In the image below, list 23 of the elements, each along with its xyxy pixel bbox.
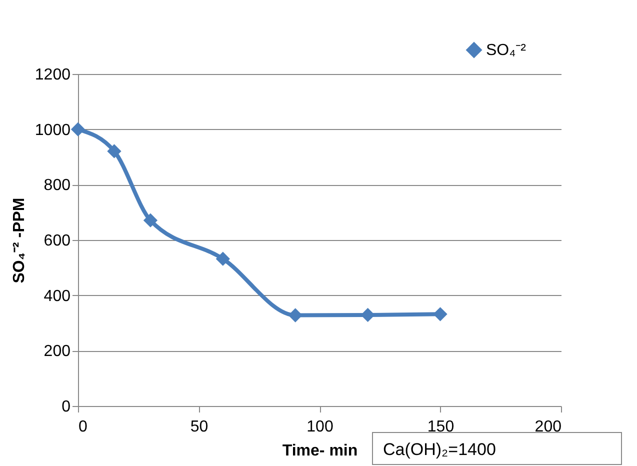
x-tick-label: 0 <box>78 418 88 436</box>
y-tick-label: 0 <box>62 398 71 416</box>
y-axis-title: SO₄⁻² -PPM <box>10 198 28 284</box>
y-tick-label: 1000 <box>34 122 71 139</box>
x-tick-label: 150 <box>427 418 454 436</box>
point <box>288 308 302 322</box>
y-tick-label: 200 <box>44 343 71 360</box>
x-axis-title: Time- min <box>282 442 358 460</box>
legend-label: SO₄⁻² <box>486 42 527 59</box>
point <box>143 213 158 228</box>
point <box>216 252 230 266</box>
y-tick-label: 600 <box>44 232 71 250</box>
point <box>433 307 448 322</box>
point <box>70 122 86 136</box>
x-tick-label: 200 <box>534 418 562 436</box>
y-tick-label: 400 <box>44 288 71 305</box>
y-tick-label: 1200 <box>34 66 71 84</box>
x-tick-label: 50 <box>190 418 208 436</box>
x-tick-label: 100 <box>306 418 334 436</box>
text: Ca(OH)₂=1400 <box>383 440 496 459</box>
y-tick-label: 800 <box>44 177 71 194</box>
point <box>360 308 375 322</box>
point <box>107 144 122 158</box>
